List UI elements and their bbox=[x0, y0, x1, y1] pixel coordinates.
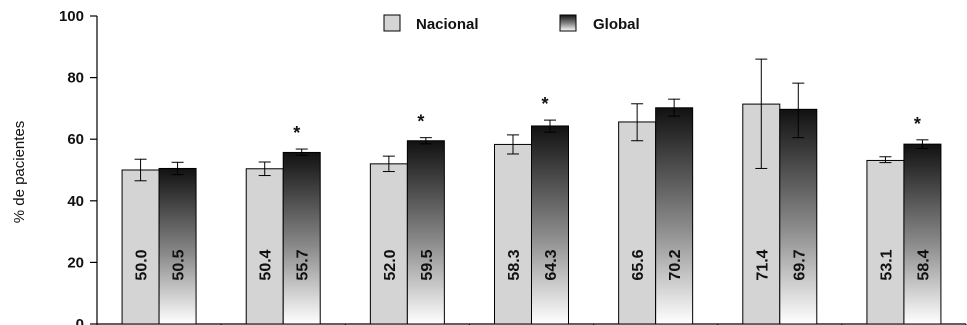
bar-group-global: 70.2 bbox=[655, 98, 694, 325]
legend-swatch-nacional bbox=[383, 14, 401, 32]
bar-value-label: 50.0 bbox=[134, 249, 151, 280]
bar-group-global: 50.5 bbox=[158, 161, 197, 325]
bar-group-global: 58.4 bbox=[903, 139, 942, 325]
legend-swatch-global bbox=[559, 14, 577, 32]
bar-value-label: 50.4 bbox=[258, 249, 275, 280]
bar-value-label: 71.4 bbox=[754, 249, 771, 280]
bar-value-label: 69.7 bbox=[791, 249, 808, 280]
bar-value-label: 64.3 bbox=[543, 249, 560, 280]
y-tick-label: 80 bbox=[67, 70, 84, 87]
bar-nacional bbox=[121, 169, 160, 325]
y-tick-label: 60 bbox=[67, 131, 84, 148]
legend-label-global: Global bbox=[593, 16, 640, 33]
bar-nacional bbox=[866, 159, 905, 325]
y-tick-label: 0 bbox=[76, 316, 84, 325]
legend-label-nacional: Nacional bbox=[416, 16, 479, 33]
bar-group-global: 55.7 bbox=[282, 148, 321, 325]
bar-global bbox=[282, 151, 321, 325]
significance-marker: * bbox=[417, 112, 424, 132]
bar-value-label: 55.7 bbox=[295, 249, 312, 280]
bar-group-nacional: 58.3 bbox=[494, 134, 532, 325]
bar-group-nacional: 65.6 bbox=[618, 103, 657, 325]
bar-global bbox=[406, 140, 445, 325]
bar-group-nacional: 50.4 bbox=[245, 161, 284, 325]
y-tick-label: 100 bbox=[59, 8, 84, 25]
bar-global bbox=[779, 108, 818, 325]
significance-marker: * bbox=[293, 123, 300, 143]
bar-global bbox=[655, 107, 694, 325]
bar-group-nacional: 71.4 bbox=[742, 58, 781, 325]
bar-nacional bbox=[494, 143, 532, 325]
bar-group-nacional: 52.0 bbox=[369, 155, 408, 325]
bar-nacional bbox=[245, 168, 284, 325]
bar-group-global: 59.5 bbox=[406, 137, 445, 325]
legend: Nacional Global bbox=[383, 14, 640, 33]
bar-value-label: 59.5 bbox=[419, 249, 436, 280]
bar-value-label: 53.1 bbox=[878, 249, 895, 280]
bar-global bbox=[158, 167, 197, 325]
bar-group-nacional: 53.1 bbox=[866, 156, 905, 325]
bar-value-label: 65.6 bbox=[630, 249, 647, 280]
bar-nacional bbox=[618, 121, 657, 325]
bar-value-label: 58.4 bbox=[915, 249, 932, 280]
bar-global bbox=[531, 125, 569, 325]
y-tick-label: 20 bbox=[67, 254, 84, 271]
bar-nacional bbox=[369, 163, 408, 325]
y-ticks: 0 20 40 60 80 100 bbox=[59, 8, 97, 325]
bar-group-global: 69.7 bbox=[779, 82, 818, 325]
bar-value-label: 52.0 bbox=[382, 249, 399, 280]
significance-marker: * bbox=[914, 114, 921, 134]
bar-value-label: 50.5 bbox=[171, 249, 188, 280]
bar-group-global: 64.3 bbox=[531, 119, 569, 325]
bar-value-label: 70.2 bbox=[667, 249, 684, 280]
bar-global bbox=[903, 143, 942, 325]
y-axis-label: % de pacientes bbox=[11, 121, 28, 224]
bars: 50.0 50.5 50.4 55.7 * 52.0 59.5 * 58.3 64.3 * 65.6 7… bbox=[121, 58, 942, 325]
significance-marker: * bbox=[541, 94, 548, 114]
bar-group-nacional: 50.0 bbox=[121, 158, 160, 325]
y-tick-label: 40 bbox=[67, 193, 84, 210]
bar-value-label: 58.3 bbox=[506, 249, 523, 280]
